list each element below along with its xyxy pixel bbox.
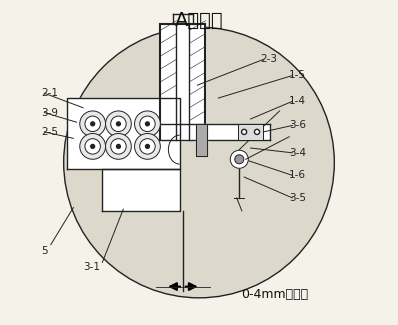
Circle shape	[135, 134, 160, 159]
Circle shape	[80, 134, 105, 159]
Polygon shape	[160, 124, 270, 140]
Text: 0-4mm调整量: 0-4mm调整量	[241, 288, 308, 301]
Circle shape	[111, 139, 126, 154]
Polygon shape	[102, 169, 179, 211]
Text: 1-5: 1-5	[289, 71, 306, 81]
Text: 3-5: 3-5	[289, 193, 306, 203]
Circle shape	[242, 129, 247, 135]
Circle shape	[105, 134, 131, 159]
Circle shape	[254, 129, 259, 135]
Circle shape	[111, 116, 126, 132]
Text: 2-3: 2-3	[260, 54, 277, 64]
Text: 1-4: 1-4	[289, 96, 306, 106]
Circle shape	[140, 116, 155, 132]
Circle shape	[85, 139, 100, 154]
Circle shape	[230, 150, 248, 168]
Circle shape	[64, 27, 334, 298]
Bar	[238, 124, 263, 140]
Text: 3-1: 3-1	[83, 262, 100, 272]
Polygon shape	[160, 24, 205, 140]
Circle shape	[146, 144, 149, 148]
Text: 1-6: 1-6	[289, 170, 306, 180]
Circle shape	[91, 122, 95, 126]
Circle shape	[91, 144, 95, 148]
Circle shape	[117, 144, 120, 148]
Text: 2-1: 2-1	[41, 88, 58, 98]
Circle shape	[80, 111, 105, 137]
Text: 3-9: 3-9	[41, 108, 58, 118]
Circle shape	[85, 116, 100, 132]
Text: A部放大: A部放大	[175, 11, 223, 30]
Text: 2-5: 2-5	[41, 127, 58, 137]
Circle shape	[235, 155, 244, 164]
Text: 3-6: 3-6	[289, 121, 306, 130]
Circle shape	[135, 111, 160, 137]
Circle shape	[105, 111, 131, 137]
Circle shape	[117, 122, 120, 126]
Text: 5: 5	[41, 246, 48, 256]
Text: 3-4: 3-4	[289, 148, 306, 158]
Polygon shape	[67, 98, 179, 169]
Circle shape	[146, 122, 149, 126]
Polygon shape	[196, 124, 207, 156]
Circle shape	[140, 139, 155, 154]
